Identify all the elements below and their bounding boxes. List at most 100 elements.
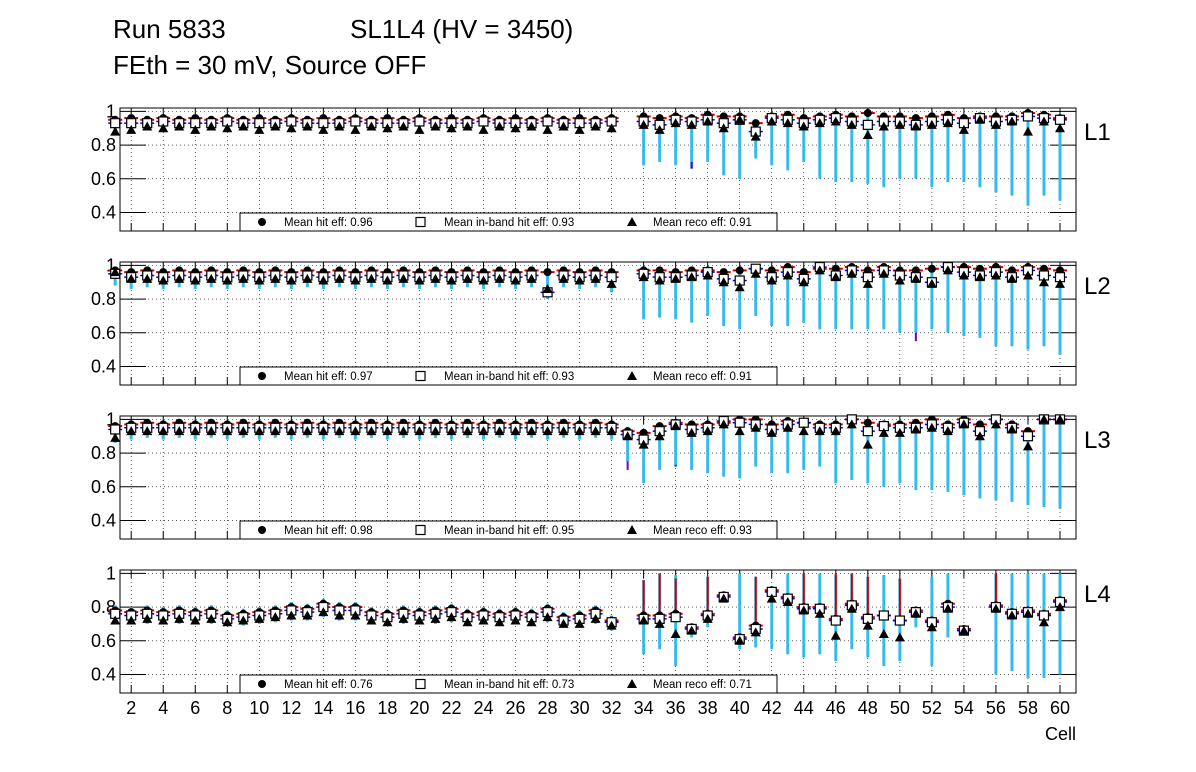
reco-marker: [110, 615, 121, 625]
reco-marker: [766, 116, 777, 126]
reco-marker: [974, 431, 985, 441]
reco-marker: [862, 129, 873, 139]
reco-marker: [878, 121, 889, 131]
hit-marker: [863, 418, 872, 427]
reco-marker: [414, 426, 425, 436]
reco-marker: [1022, 608, 1033, 618]
reco-marker: [270, 121, 281, 131]
reco-marker: [1038, 116, 1049, 126]
reco-marker: [254, 613, 265, 623]
inband-marker: [350, 116, 361, 127]
reco-marker: [142, 426, 153, 436]
reco-marker: [702, 116, 713, 126]
reco-marker: [206, 613, 217, 623]
legend-inband-label: Mean in-band hit eff: 0.93: [444, 217, 574, 229]
reco-marker: [158, 123, 169, 133]
inband-marker: [110, 118, 121, 129]
reco-marker: [462, 121, 473, 131]
reco-marker: [750, 422, 761, 432]
reco-marker: [830, 630, 841, 640]
hit-marker: [543, 268, 552, 277]
reco-marker: [1054, 278, 1065, 288]
reco-marker: [1022, 126, 1033, 136]
reco-marker: [126, 426, 137, 436]
reco-marker: [590, 426, 601, 436]
hit-marker: [735, 266, 744, 275]
inband-marker: [1022, 431, 1034, 442]
legend-hit-label: Mean hit eff: 0.76: [284, 679, 373, 691]
reco-marker: [1022, 270, 1033, 280]
legend-inband-label: Mean in-band hit eff: 0.73: [444, 679, 574, 691]
reco-marker: [1006, 610, 1017, 620]
panel-l2: 0.4 0.6 0.8 1 L2 Mean hit eff: 0.97 Mean in-ba…: [91, 255, 1111, 386]
reco-marker: [766, 593, 777, 603]
reco-marker: [750, 131, 761, 141]
reco-marker: [478, 615, 489, 625]
reco-marker: [878, 268, 889, 278]
reco-marker: [334, 273, 345, 283]
reco-marker: [798, 426, 809, 436]
reco-marker: [430, 426, 441, 436]
reco-marker: [638, 119, 649, 129]
reco-marker: [494, 273, 505, 283]
reco-marker: [302, 273, 313, 283]
reco-marker: [910, 121, 921, 131]
legend: Mean hit eff: 0.96 Mean in-band hit eff: …: [239, 212, 778, 232]
reco-marker: [382, 426, 393, 436]
reco-marker: [1038, 414, 1049, 424]
reco-marker: [302, 610, 313, 620]
reco-marker: [158, 426, 169, 436]
x-tick-label: 34: [634, 698, 654, 718]
reco-marker: [398, 613, 409, 623]
reco-marker: [238, 273, 249, 283]
x-tick-label: 26: [506, 698, 526, 718]
reco-marker: [174, 426, 185, 436]
inband-marker: [862, 426, 873, 437]
inband-marker: [670, 612, 681, 623]
inband-marker: [110, 424, 121, 435]
reco-marker: [190, 124, 201, 134]
reco-marker: [670, 118, 681, 128]
legend-hit-marker: [258, 218, 266, 226]
reco-marker: [638, 439, 649, 449]
reco-marker: [942, 426, 953, 436]
reco-marker: [910, 424, 921, 434]
run-label: Run 5833: [113, 14, 226, 44]
reco-marker: [206, 426, 217, 436]
reco-marker: [702, 426, 713, 436]
x-tick-label: 32: [602, 698, 622, 718]
reco-marker: [526, 121, 537, 131]
reco-marker: [590, 273, 601, 283]
reco-marker: [350, 426, 361, 436]
reco-marker: [270, 273, 281, 283]
y-tick-label: 0.4: [91, 664, 116, 684]
x-tick-label: 2: [126, 698, 136, 718]
reco-marker: [446, 612, 457, 622]
reco-marker: [334, 610, 345, 620]
legend-inband-label: Mean in-band hit eff: 0.95: [444, 525, 574, 537]
layer-label: L4: [1084, 581, 1111, 608]
reco-marker: [1054, 414, 1065, 424]
reco-marker: [718, 593, 729, 603]
reco-marker: [382, 275, 393, 285]
reco-marker: [414, 124, 425, 134]
layer-label: L3: [1084, 427, 1111, 454]
reco-marker: [718, 277, 729, 287]
reco-marker: [270, 612, 281, 622]
reco-marker: [862, 439, 873, 449]
y-tick-label: 0.8: [91, 135, 116, 155]
reco-marker: [718, 419, 729, 429]
reco-marker: [606, 620, 617, 630]
reco-marker: [590, 613, 601, 623]
reco-marker: [990, 603, 1001, 613]
reco-marker: [798, 121, 809, 131]
reco-marker: [318, 124, 329, 134]
reco-marker: [286, 426, 297, 436]
reco-marker: [318, 607, 329, 617]
inband-marker: [414, 116, 425, 127]
x-tick-label: 10: [249, 698, 269, 718]
x-tick-label: 60: [1050, 698, 1070, 718]
reco-marker: [542, 612, 553, 622]
reco-marker: [270, 426, 281, 436]
